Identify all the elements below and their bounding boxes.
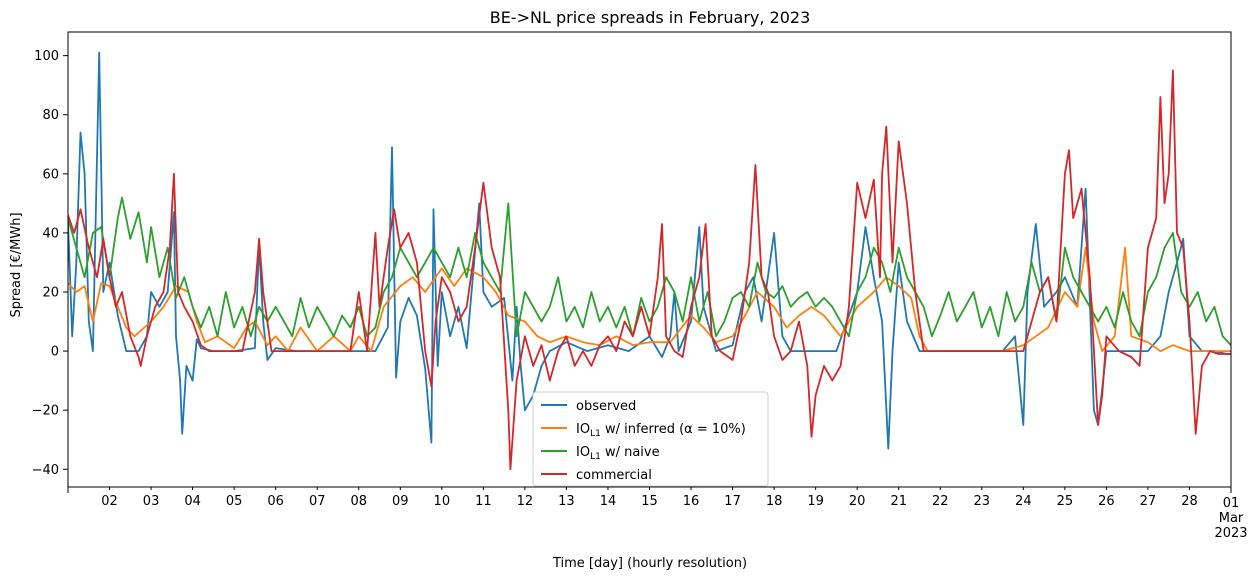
x-tick-label: 22 <box>932 494 949 509</box>
x-tick-label: 08 <box>350 494 367 509</box>
y-tick-label: 100 <box>34 49 59 64</box>
x-tick-label: 24 <box>1015 494 1032 509</box>
x-axis-label: Time [day] (hourly resolution) <box>552 556 747 571</box>
x-tick-label: 13 <box>558 494 575 509</box>
x-tick-label: 04 <box>184 494 201 509</box>
y-axis-label: Spread [€/MWh] <box>9 212 24 317</box>
x-tick-label: 06 <box>267 494 284 509</box>
y-tick-label: 0 <box>51 345 59 360</box>
x-tick-label: 26 <box>1098 494 1115 509</box>
x-tick-label: 07 <box>309 494 326 509</box>
x-tick-label: 21 <box>890 494 907 509</box>
x-tick-label: 02 <box>101 494 118 509</box>
x-tick-label: 2023 <box>1214 526 1247 541</box>
x-tick-label: 10 <box>434 494 451 509</box>
series-line-0 <box>68 51 1231 450</box>
x-tick-label: 19 <box>807 494 824 509</box>
y-tick-label: −20 <box>32 404 59 419</box>
legend-label-3: commercial <box>576 468 652 483</box>
x-tick-label: 11 <box>475 494 492 509</box>
x-tick-label: 01 <box>1223 496 1240 511</box>
x-axis: 02 03 04 05 06 07 08 09 10 11 12 13 14 15 16 17 18 19 20 21… <box>67 487 1248 541</box>
x-tick-label: 23 <box>974 494 991 509</box>
y-tick-label: 80 <box>42 108 59 123</box>
legend-label-1: IOL1 w/ inferred (α = 10%) <box>576 422 746 439</box>
x-tick-label: 12 <box>517 494 534 509</box>
x-tick-label: 15 <box>641 494 658 509</box>
y-tick-label: −40 <box>32 463 59 478</box>
legend-label-0: observed <box>576 399 636 414</box>
y-axis: −40 −20 0 20 40 60 80 100 <box>32 49 68 478</box>
x-tick-label: 09 <box>392 494 409 509</box>
legend-box <box>532 391 769 487</box>
series-layer <box>68 51 1231 471</box>
y-tick-label: 60 <box>42 167 59 182</box>
chart-title: BE->NL price spreads in February, 2023 <box>490 8 811 27</box>
x-tick-label: 05 <box>226 494 243 509</box>
y-tick-label: 40 <box>42 226 59 241</box>
x-tick-label: 27 <box>1140 494 1157 509</box>
series-line-2 <box>68 196 1231 346</box>
x-tick-label: 03 <box>143 494 160 509</box>
series-line-3 <box>68 69 1231 471</box>
legend-label-2: IOL1 w/ naive <box>576 445 660 462</box>
x-tick-label: 18 <box>766 494 783 509</box>
x-tick-label: 16 <box>683 494 700 509</box>
x-tick-label: Mar <box>1219 511 1244 526</box>
x-tick-label: 25 <box>1057 494 1074 509</box>
x-tick-label: 14 <box>600 494 617 509</box>
x-tick-label: 17 <box>724 494 741 509</box>
x-tick-label: 28 <box>1181 494 1198 509</box>
legend: observed IOL1 w/ inferred (α = 10%) IOL1 w… <box>532 391 769 487</box>
y-tick-label: 20 <box>42 286 59 301</box>
x-tick-label: 20 <box>849 494 866 509</box>
series-line-1 <box>68 246 1231 352</box>
